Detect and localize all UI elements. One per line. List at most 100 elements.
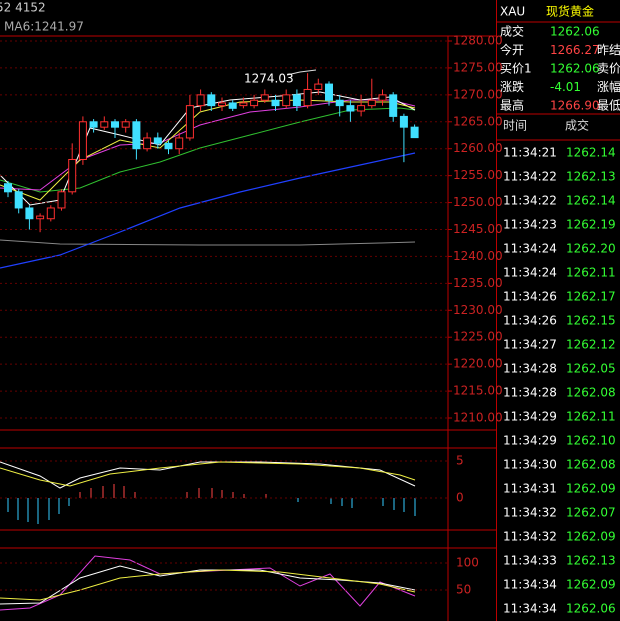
price-tick-label: 1225.00 <box>453 330 503 344</box>
price-tick-label: 1265.00 <box>453 114 503 128</box>
macd-dea <box>0 461 416 487</box>
price-tick-label: 1245.00 <box>453 222 503 236</box>
candle-body <box>399 115 408 128</box>
tick-price: 1262.20 <box>566 242 616 256</box>
tick-time: 11:34:22 <box>503 170 557 184</box>
tick-price: 1262.05 <box>566 362 616 376</box>
candle-body <box>346 105 355 112</box>
tick-price: 1262.07 <box>566 506 616 520</box>
candle-body <box>89 121 98 128</box>
tick-time: 11:34:21 <box>503 146 557 160</box>
candle-body <box>218 102 226 107</box>
tick-time: 11:34:27 <box>503 338 557 352</box>
candle-body <box>78 121 87 160</box>
ma-6 <box>0 99 416 201</box>
candle-body <box>111 121 119 128</box>
indicator-tick-label: 50 <box>456 583 471 597</box>
tick-price: 1262.12 <box>566 338 616 352</box>
candle-body <box>239 102 248 107</box>
tick-time: 11:34:34 <box>503 578 557 592</box>
candle-body <box>100 121 109 128</box>
price-tick-label: 1230.00 <box>453 303 503 317</box>
tick-time: 11:34:32 <box>503 530 557 544</box>
candle-body <box>335 99 344 107</box>
ma-text: MA6:1241.97 <box>4 20 84 34</box>
instrument-name: 现货黄金 <box>546 4 594 19</box>
quote-label: 成交 <box>500 24 524 39</box>
tick-time: 11:34:22 <box>503 194 557 208</box>
tick-price: 1262.13 <box>566 170 616 184</box>
candle-body <box>25 207 34 220</box>
quote-value: 1266.90 <box>550 99 600 113</box>
quote-value: 1262.06 <box>550 25 600 39</box>
candle-body <box>282 94 291 107</box>
quote-value: 1262.06 <box>550 62 600 76</box>
quote-label: 卖价 <box>597 62 620 76</box>
quote-value: 1266.27 <box>550 43 600 57</box>
price-tick-label: 1210.00 <box>453 411 503 425</box>
candle-body <box>143 137 152 150</box>
tick-time: 11:34:33 <box>503 554 557 568</box>
candle-body <box>121 121 130 128</box>
candle-body <box>4 183 12 193</box>
tick-price: 1262.09 <box>566 530 616 544</box>
indicator-tick-label: 0 <box>456 491 464 505</box>
tick-price: 1262.11 <box>566 410 616 424</box>
tick-price: 1262.14 <box>566 194 616 208</box>
quote-label: 买价1 <box>500 62 532 76</box>
tick-time: 11:34:29 <box>503 434 557 448</box>
candle-body <box>292 94 301 107</box>
tick-price: 1262.19 <box>566 218 616 232</box>
candle-body <box>303 88 312 107</box>
symbol: XAU <box>500 5 525 19</box>
tick-time: 11:34:26 <box>503 314 557 328</box>
tick-time: 11:34:24 <box>503 266 557 280</box>
tick-time: 11:34:28 <box>503 362 557 376</box>
tick-time: 11:34:34 <box>503 602 557 616</box>
tick-price: 1262.08 <box>566 386 616 400</box>
tick-price: 1262.09 <box>566 482 616 496</box>
ma-long <box>0 239 416 246</box>
tick-time: 11:34:32 <box>503 506 557 520</box>
tick-time: 11:34:23 <box>503 218 557 232</box>
candle-body <box>68 158 77 193</box>
candle-body <box>196 94 205 107</box>
tick-price: 1262.08 <box>566 458 616 472</box>
tick-price: 1262.11 <box>566 266 616 280</box>
ma-60 <box>0 152 416 269</box>
tick-time: 11:34:28 <box>503 386 557 400</box>
macd-pos <box>79 484 267 498</box>
candle-body <box>164 142 173 150</box>
candle-body <box>153 137 162 144</box>
volume-text: 52 4152 <box>0 1 46 15</box>
quote-label: 最低 <box>597 99 620 113</box>
price-tick-label: 1215.00 <box>453 384 503 398</box>
candle-body <box>410 126 419 139</box>
tick-price: 1262.15 <box>566 314 616 328</box>
quote-label: 最高 <box>500 98 524 113</box>
candle-body <box>207 94 216 107</box>
quote-label: 涨幅 <box>597 79 620 94</box>
kdj-d <box>0 569 416 601</box>
tick-time: 11:34:29 <box>503 410 557 424</box>
quote-label: 今开 <box>500 42 524 57</box>
candle-body <box>46 207 55 220</box>
price-tick-label: 1220.00 <box>453 357 503 371</box>
candle-body <box>228 102 237 109</box>
macd-neg <box>7 498 416 524</box>
price-tick-label: 1235.00 <box>453 276 503 290</box>
macd-dif <box>0 461 416 489</box>
quote-label: 涨跌 <box>500 79 524 94</box>
candle-body <box>250 99 259 107</box>
tick-time: 11:34:26 <box>503 290 557 304</box>
indicator-tick-label: 5 <box>456 454 464 468</box>
candle-body <box>367 99 376 107</box>
ma-20 <box>0 107 416 193</box>
tick-price: 1262.17 <box>566 290 616 304</box>
candle-body <box>14 191 23 209</box>
price-tick-label: 1280.00 <box>453 34 503 48</box>
price-tick-label: 1240.00 <box>453 249 503 263</box>
candle-body <box>132 121 141 150</box>
tick-price: 1262.06 <box>566 602 616 616</box>
